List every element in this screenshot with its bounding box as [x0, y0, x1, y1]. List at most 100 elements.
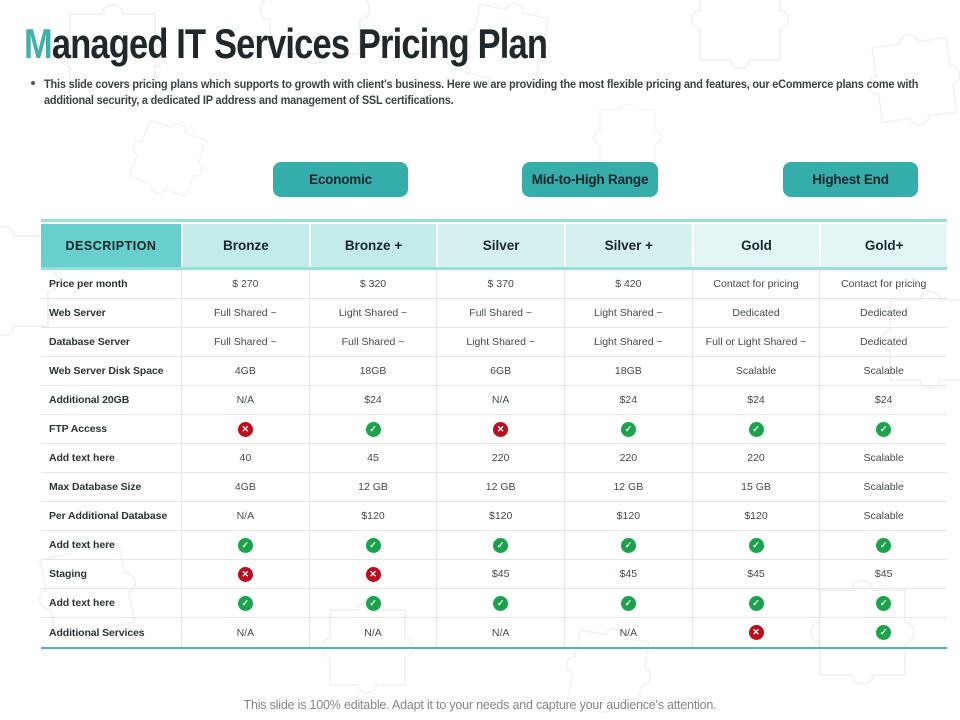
check-icon: ✓	[620, 537, 636, 553]
table-row: Staging ✕ ✕ $45 $45 $45 $45	[41, 560, 947, 589]
cell-value: 18GB	[308, 357, 437, 385]
table-row: Web Server Disk Space 4GB 18GB 6GB 18GB Scala…	[41, 357, 947, 386]
cell-value: ✓	[819, 618, 947, 647]
cell-value: ✓	[564, 531, 692, 559]
cell-value: $24	[564, 386, 692, 414]
table-top-border	[41, 219, 947, 222]
cell-value: ✓	[308, 531, 437, 559]
tier-button-mid-to-high[interactable]: Mid-to-High Range	[522, 162, 658, 197]
page-title: Managed IT Services Pricing Plan	[24, 20, 548, 68]
check-icon: ✓	[876, 595, 892, 611]
cell-value: 12 GB	[308, 473, 437, 501]
tier-button-highest-end[interactable]: Highest End	[783, 162, 918, 197]
cell-value: N/A	[564, 618, 692, 647]
cell-value: N/A	[181, 618, 309, 647]
table-row: Add text here ✓ ✓ ✓ ✓ ✓ ✓	[41, 531, 947, 560]
cell-value: 15 GB	[691, 473, 820, 501]
row-label: Price per month	[49, 278, 128, 290]
tier-button-economic[interactable]: Economic	[273, 162, 408, 197]
cell-value: Scalable	[691, 357, 820, 385]
cell-value: Full Shared ~	[436, 299, 564, 327]
cell-value: 4GB	[181, 357, 309, 385]
cell-value: Dedicated	[819, 328, 947, 356]
cell-value: Dedicated	[819, 299, 947, 327]
cell-value: $120	[436, 502, 564, 530]
cross-icon: ✕	[493, 421, 509, 437]
table-row: Price per month $ 270 $ 320 $ 370 $ 420 Conta…	[41, 270, 947, 299]
check-icon: ✓	[365, 537, 381, 553]
table-body: Price per month $ 270 $ 320 $ 370 $ 420 Conta…	[41, 270, 947, 647]
check-icon: ✓	[876, 625, 892, 640]
cell-value: $45	[819, 560, 947, 588]
row-label: Add text here	[49, 452, 115, 464]
cell-value: ✓	[436, 589, 564, 617]
cell-value: Full Shared ~	[181, 328, 309, 356]
cell-value: ✓	[308, 415, 437, 443]
check-icon: ✓	[365, 595, 381, 611]
cell-value: N/A	[436, 386, 564, 414]
table-bottom-border	[41, 647, 947, 649]
cell-value: 4GB	[181, 473, 309, 501]
cell-value: Light Shared ~	[564, 299, 692, 327]
cell-value: Scalable	[819, 444, 947, 472]
column-header-silver-plus: Silver +	[564, 224, 692, 267]
cell-value: ✓	[691, 531, 820, 559]
check-icon: ✓	[493, 537, 509, 553]
cell-value: $ 370	[436, 270, 564, 298]
cell-value: ✓	[308, 589, 437, 617]
check-icon: ✓	[237, 537, 253, 553]
table-row: Per Additional Database N/A $120 $120 $120 $1…	[41, 502, 947, 531]
cell-value: $120	[691, 502, 820, 530]
cell-value: Full Shared ~	[181, 299, 309, 327]
row-label: Additional 20GB	[49, 394, 130, 406]
cell-value: Light Shared ~	[564, 328, 692, 356]
cell-value: Full Shared ~	[308, 328, 437, 356]
row-label: Web Server	[49, 307, 106, 319]
cell-value: Contact for pricing	[819, 270, 947, 298]
cell-value: N/A	[181, 502, 309, 530]
check-icon: ✓	[237, 595, 253, 611]
cell-value: Dedicated	[691, 299, 820, 327]
table-row: FTP Access ✕ ✓ ✕ ✓ ✓ ✓	[41, 415, 947, 444]
cell-value: 6GB	[436, 357, 564, 385]
table-header-row: DESCRIPTION Bronze Bronze + Silver Silve…	[41, 224, 948, 267]
cell-value: $ 320	[308, 270, 437, 298]
row-label: Add text here	[49, 597, 115, 609]
cross-icon: ✕	[365, 566, 381, 582]
cell-value: 18GB	[564, 357, 692, 385]
table-row: Add text here 40 45 220 220 220 Scalable	[41, 444, 947, 473]
cell-value: 12 GB	[564, 473, 692, 501]
row-label: Per Additional Database	[49, 510, 168, 522]
row-label: Staging	[49, 568, 87, 580]
cell-value: Scalable	[819, 357, 947, 385]
cell-value: ✓	[819, 415, 947, 443]
cell-value: ✓	[819, 589, 947, 617]
check-icon: ✓	[620, 595, 636, 611]
column-header-gold: Gold	[691, 224, 820, 267]
cell-value: $45	[436, 560, 564, 588]
cell-value: ✕	[436, 415, 564, 443]
table-row: Web Server Full Shared ~ Light Shared ~ Ful…	[41, 299, 947, 328]
cell-value: ✕	[181, 560, 309, 588]
cell-value: $45	[691, 560, 820, 588]
column-header-silver: Silver	[436, 224, 565, 267]
cell-value: N/A	[308, 618, 437, 647]
check-icon: ✓	[876, 537, 892, 553]
cell-value: Contact for pricing	[691, 270, 820, 298]
cell-value: N/A	[181, 386, 309, 414]
cell-value: $45	[564, 560, 692, 588]
check-icon: ✓	[748, 537, 764, 553]
cell-value: ✕	[691, 618, 820, 647]
cell-value: ✓	[691, 589, 820, 617]
table-row: Add text here ✓ ✓ ✓ ✓ ✓ ✓	[41, 589, 947, 618]
cell-value: Full or Light Shared ~	[691, 328, 820, 356]
cell-value: 220	[564, 444, 692, 472]
cell-value: $24	[819, 386, 947, 414]
row-label: Max Database Size	[49, 481, 142, 493]
table-row: Additional 20GB N/A $24 N/A $24 $24 $24	[41, 386, 947, 415]
column-header-bronze-plus: Bronze +	[308, 224, 437, 267]
check-icon: ✓	[493, 595, 509, 611]
check-icon: ✓	[365, 421, 381, 437]
cross-icon: ✕	[237, 566, 253, 582]
